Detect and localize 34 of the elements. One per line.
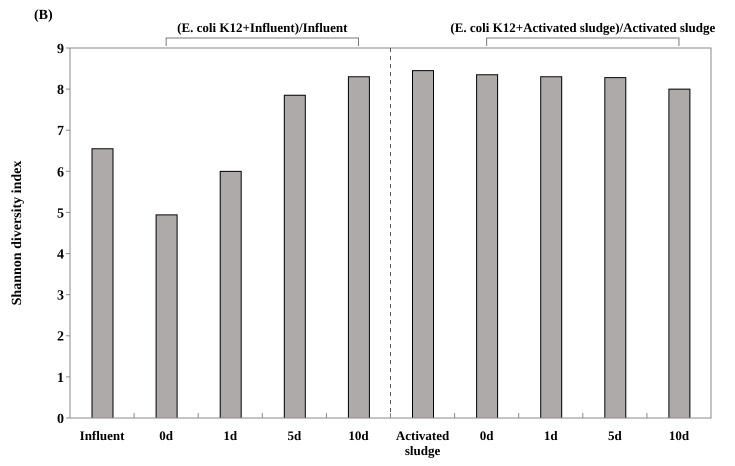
y-tick-label: 8 — [57, 83, 64, 98]
bar — [284, 94, 306, 418]
bar — [412, 70, 434, 418]
y-tick-label: 2 — [57, 330, 64, 345]
x-tick-label: 5d — [608, 428, 622, 443]
bar — [668, 88, 690, 418]
x-tick-label: 5d — [287, 428, 302, 443]
x-tick-label: 0d — [159, 428, 174, 443]
y-tick-label: 0 — [57, 412, 64, 427]
bar — [156, 214, 178, 418]
y-tick-label: 4 — [57, 248, 64, 263]
y-tick-label: 5 — [57, 206, 64, 222]
chart-title: (B) — [34, 8, 53, 24]
x-tick-label: 10d — [348, 428, 370, 443]
y-tick-label: 7 — [57, 124, 64, 140]
x-tick-label: Influent — [80, 428, 126, 443]
bar — [476, 74, 498, 418]
y-tick-label: 3 — [57, 288, 64, 304]
x-tick-label: 10d — [668, 428, 690, 443]
x-tick-label: Activated sludge — [396, 428, 450, 458]
x-tick-label: 1d — [223, 428, 238, 443]
bar — [92, 148, 114, 418]
bar — [348, 76, 370, 418]
text: (E. coli K12+Activated sludge)/Activated sludge — [450, 20, 716, 35]
y-tick-label: 6 — [57, 165, 64, 180]
x-tick-label: 0d — [480, 428, 494, 443]
y-axis-title: Shannon diversity index — [10, 160, 25, 306]
y-tick-label: 9 — [57, 42, 64, 57]
text: (E. coli K12+Influent)/Influent — [177, 20, 348, 35]
y-tick-label: 1 — [57, 370, 64, 386]
bar — [540, 76, 562, 418]
x-tick-label: 1d — [544, 428, 558, 443]
bar — [220, 170, 242, 418]
bar — [604, 77, 626, 418]
